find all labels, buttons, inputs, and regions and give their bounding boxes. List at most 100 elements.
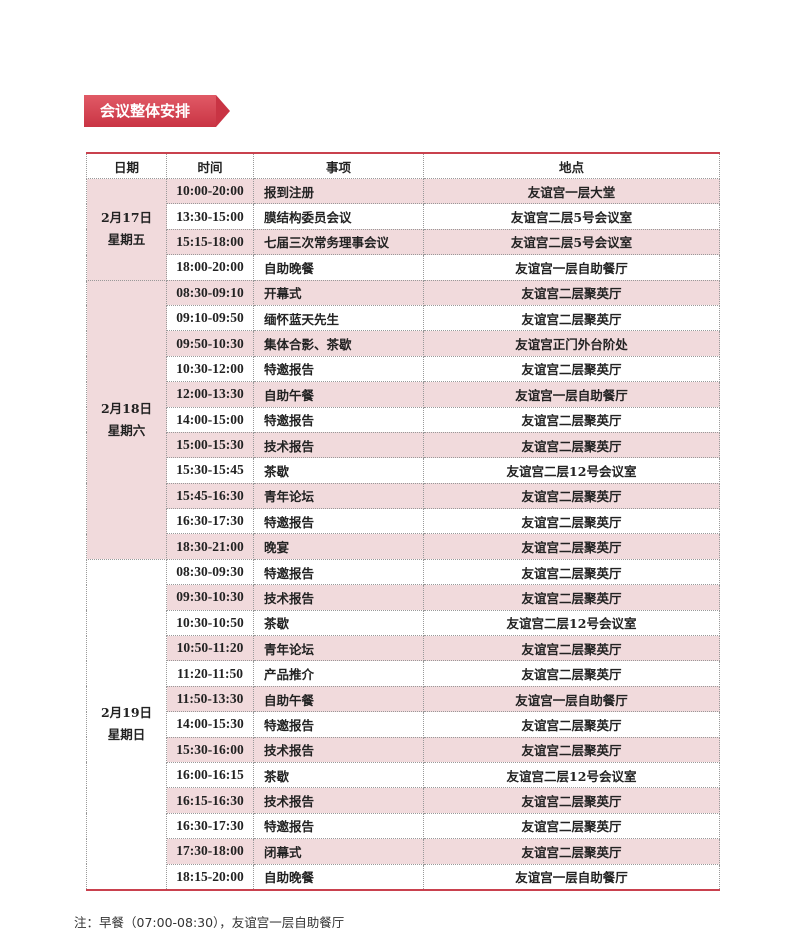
item-cell: 青年论坛	[253, 635, 424, 662]
time-cell: 11:50-13:30	[166, 685, 254, 713]
item-cell: 闭幕式	[253, 838, 424, 865]
item-cell: 技术报告	[253, 431, 424, 459]
item-cell: 特邀报告	[253, 711, 424, 738]
item-cell: 青年论坛	[253, 482, 424, 510]
table-row: 09:30-10:30 技术报告 友谊宫二层聚英厅	[87, 584, 720, 611]
weekday-label: 星期日	[107, 727, 146, 743]
header-place: 地点	[423, 152, 720, 179]
table-row: 18:15-20:00 自助晚餐 友谊宫一层自助餐厅	[87, 863, 720, 891]
table-row: 16:30-17:30 特邀报告 友谊宫二层聚英厅	[87, 812, 720, 840]
time-cell: 16:30-17:30	[166, 508, 254, 535]
table-row: 15:30-15:45 茶歇 友谊宫二层12号会议室	[87, 457, 720, 484]
time-cell: 10:00-20:00	[166, 177, 254, 205]
place-cell: 友谊宫二层聚英厅	[423, 787, 720, 814]
item-cell: 开幕式	[253, 279, 424, 306]
time-cell: 18:00-20:00	[166, 254, 254, 281]
table-row: 2月17日 星期五 10:00-20:00 报到注册 友谊宫一层大堂	[86, 177, 720, 281]
time-cell: 10:30-10:50	[166, 609, 254, 637]
item-cell: 茶歇	[253, 609, 424, 637]
item-cell: 技术报告	[253, 736, 424, 763]
time-cell: 09:50-10:30	[166, 330, 254, 357]
table-row: 16:30-17:30 特邀报告 友谊宫二层聚英厅	[87, 508, 720, 535]
table-row: 10:30-10:50 茶歇 友谊宫二层12号会议室	[87, 609, 720, 637]
item-cell: 特邀报告	[253, 812, 424, 840]
place-cell: 友谊宫二层聚英厅	[423, 508, 720, 535]
table-row: 15:45-16:30 青年论坛 友谊宫二层聚英厅	[87, 482, 720, 510]
place-cell: 友谊宫二层聚英厅	[423, 838, 720, 865]
place-cell: 友谊宫二层聚英厅	[423, 660, 720, 687]
table-row: 10:30-12:00 特邀报告 友谊宫二层聚英厅	[87, 355, 720, 383]
time-cell: 15:00-15:30	[166, 431, 254, 459]
item-cell: 技术报告	[253, 584, 424, 611]
place-cell: 友谊宫二层12号会议室	[423, 457, 720, 484]
schedule-table: 日期 时间 事项 地点 2月17日 星期五 10:00-20:00 报到注册 友谊宫一层…	[86, 152, 720, 891]
section-title-badge: 会议整体安排	[84, 95, 230, 127]
table-row: 18:00-20:00 自助晚餐 友谊宫一层自助餐厅	[87, 254, 720, 281]
item-cell: 自助晚餐	[253, 254, 424, 281]
place-cell: 友谊宫二层12号会议室	[423, 609, 720, 637]
time-cell: 16:30-17:30	[166, 812, 254, 840]
item-cell: 茶歇	[253, 761, 424, 789]
table-row: 11:50-13:30 自助午餐 友谊宫一层自助餐厅	[87, 685, 720, 713]
date-cell: 2月19日星期日	[86, 558, 167, 891]
date-label: 2月17日	[100, 210, 153, 226]
time-cell: 10:30-12:00	[166, 355, 254, 383]
place-cell: 友谊宫二层聚英厅	[423, 812, 720, 840]
place-cell: 友谊宫二层聚英厅	[423, 736, 720, 763]
weekday-label: 星期六	[107, 422, 146, 438]
item-cell: 自助晚餐	[253, 863, 424, 891]
table-row: 09:50-10:30 集体合影、茶歇 友谊宫正门外台阶处	[87, 330, 720, 357]
table-row: 2月19日 星期日 08:30-09:30 特邀报告 友谊宫二层聚英厅	[86, 558, 720, 891]
time-cell: 10:50-11:20	[166, 635, 254, 662]
place-cell: 友谊宫二层聚英厅	[423, 584, 720, 611]
item-cell: 缅怀蓝天先生	[253, 304, 424, 332]
item-cell: 茶歇	[253, 457, 424, 484]
place-cell: 友谊宫一层自助餐厅	[423, 381, 720, 408]
time-cell: 15:30-15:45	[166, 457, 254, 484]
item-cell: 特邀报告	[253, 508, 424, 535]
time-cell: 16:00-16:15	[166, 761, 254, 789]
place-cell: 友谊宫二层聚英厅	[423, 355, 720, 383]
place-cell: 友谊宫一层自助餐厅	[423, 685, 720, 713]
place-cell: 友谊宫二层聚英厅	[423, 482, 720, 510]
item-cell: 技术报告	[253, 787, 424, 814]
item-cell: 特邀报告	[253, 355, 424, 383]
time-cell: 15:45-16:30	[166, 482, 254, 510]
header-time: 时间	[166, 152, 254, 179]
time-cell: 09:30-10:30	[166, 584, 254, 611]
item-cell: 膜结构委员会议	[253, 203, 424, 230]
place-cell: 友谊宫二层12号会议室	[423, 761, 720, 789]
place-cell: 友谊宫二层5号会议室	[423, 203, 720, 230]
place-cell: 友谊宫二层聚英厅	[423, 406, 720, 433]
place-cell: 友谊宫二层聚英厅	[423, 304, 720, 332]
place-cell: 友谊宫一层大堂	[423, 177, 720, 205]
table-row: 12:00-13:30 自助午餐 友谊宫一层自助餐厅	[87, 381, 720, 408]
item-cell: 特邀报告	[253, 558, 424, 586]
item-cell: 七届三次常务理事会议	[253, 228, 424, 256]
item-cell: 自助午餐	[253, 381, 424, 408]
time-cell: 18:15-20:00	[166, 863, 254, 891]
place-cell: 友谊宫二层聚英厅	[423, 635, 720, 662]
table-row: 16:15-16:30 技术报告 友谊宫二层聚英厅	[87, 787, 720, 814]
place-cell: 友谊宫二层聚英厅	[423, 711, 720, 738]
time-cell: 15:30-16:00	[166, 736, 254, 763]
header-item: 事项	[253, 152, 424, 179]
place-cell: 友谊宫二层聚英厅	[423, 431, 720, 459]
place-cell: 友谊宫二层5号会议室	[423, 228, 720, 256]
place-cell: 友谊宫二层聚英厅	[423, 558, 720, 586]
item-cell: 集体合影、茶歇	[253, 330, 424, 357]
table-row: 09:10-09:50 缅怀蓝天先生 友谊宫二层聚英厅	[87, 304, 720, 332]
time-cell: 18:30-21:00	[166, 533, 254, 560]
time-cell: 14:00-15:30	[166, 711, 254, 738]
table-row: 10:50-11:20 青年论坛 友谊宫二层聚英厅	[87, 635, 720, 662]
date-label: 2月19日	[100, 705, 153, 721]
place-cell: 友谊宫一层自助餐厅	[423, 863, 720, 891]
date-cell: 2月17日 星期五	[86, 178, 167, 281]
time-cell: 17:30-18:00	[166, 838, 254, 865]
table-row: 13:30-15:00 膜结构委员会议 友谊宫二层5号会议室	[87, 203, 720, 230]
item-cell: 报到注册	[253, 177, 424, 205]
time-cell: 16:15-16:30	[166, 787, 254, 814]
time-cell: 15:15-18:00	[166, 228, 254, 256]
table-header: 日期 时间 事项 地点	[86, 152, 720, 179]
header-date: 日期	[86, 152, 167, 179]
